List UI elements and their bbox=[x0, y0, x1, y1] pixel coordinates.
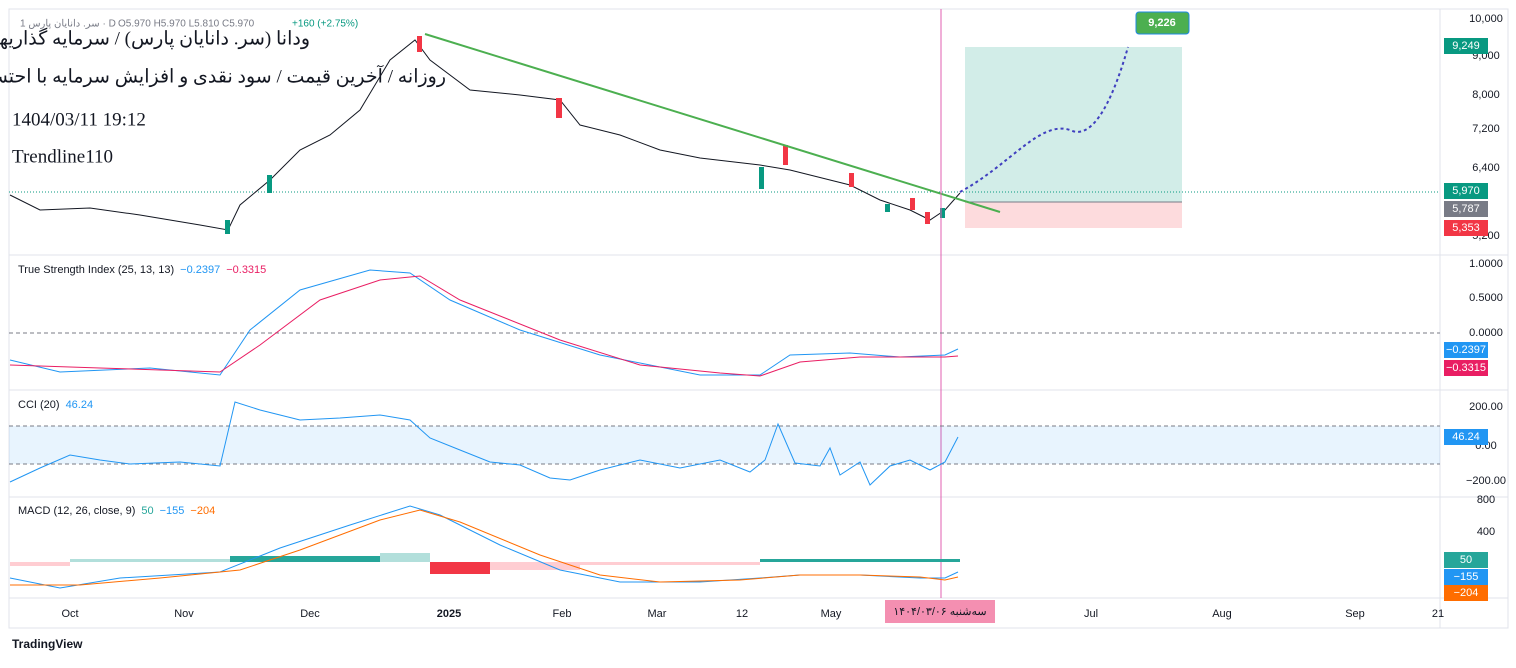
overlay-date: 1404/03/11 19:12 bbox=[12, 109, 146, 130]
pane-title: CCI (20) 46.24 bbox=[18, 399, 93, 411]
pane-separators bbox=[9, 9, 1508, 628]
target-zone bbox=[965, 47, 1182, 202]
axis-badge bbox=[1444, 183, 1488, 199]
axis-tick-label: 1.0000 bbox=[1469, 258, 1503, 270]
overlay-label: Trendline110 bbox=[12, 146, 113, 167]
axis-badge-label: 50 bbox=[1460, 554, 1472, 566]
pane-title: MACD (12, 26, close, 9) 50 −155 −204 bbox=[18, 505, 215, 517]
pane-value: 50 bbox=[141, 505, 153, 517]
axis-tick-label: 200.00 bbox=[1469, 401, 1503, 413]
change: +160 (+2.75%) bbox=[292, 19, 358, 30]
time-label: 12 bbox=[736, 608, 748, 620]
cursor-date: سه‌شنبه ۱۴۰۴/۰۳/۰۶ bbox=[893, 606, 986, 618]
time-label: Feb bbox=[553, 608, 572, 620]
pane-title-text: CCI (20) bbox=[18, 399, 60, 411]
axis-tick-label: 6,400 bbox=[1472, 162, 1500, 174]
pane-value: −0.2397 bbox=[180, 264, 220, 276]
axis-badge bbox=[1444, 552, 1488, 568]
axis-tick-label: 800 bbox=[1477, 494, 1495, 506]
tsi-signal bbox=[9, 275, 959, 377]
macd-signal bbox=[10, 509, 959, 586]
time-label: Sep bbox=[1345, 608, 1365, 620]
axis-badge-label: −155 bbox=[1454, 571, 1479, 583]
axis-tick-label: 10,000 bbox=[1469, 13, 1503, 25]
axis-badge-label: −0.2397 bbox=[1446, 344, 1486, 356]
axis-badge-label: −204 bbox=[1454, 587, 1479, 599]
time-label: Mar bbox=[648, 608, 667, 620]
axis-badge bbox=[1444, 201, 1488, 217]
axis-badge-label: 5,787 bbox=[1452, 203, 1480, 215]
cci-band bbox=[9, 426, 1440, 464]
pane-value: −155 bbox=[160, 505, 185, 517]
time-label: Aug bbox=[1212, 608, 1232, 620]
pane-value: 46.24 bbox=[66, 399, 94, 411]
axis-tick-label: 0.5000 bbox=[1469, 292, 1503, 304]
stop-zone bbox=[965, 202, 1182, 228]
target-callout bbox=[1135, 11, 1190, 35]
axis-badge bbox=[1444, 569, 1488, 585]
cci-line bbox=[9, 401, 959, 486]
axis-badge-label: 9,249 bbox=[1452, 40, 1480, 52]
axis-tick-label: 8,000 bbox=[1472, 89, 1500, 101]
axis-badge-label: 5,353 bbox=[1452, 222, 1480, 234]
axis-tick-label: 0.0000 bbox=[1469, 327, 1503, 339]
ohlc: O5.970 H5.970 L5.810 C5.970 bbox=[118, 19, 255, 30]
price-series bbox=[9, 39, 961, 231]
time-label: Dec bbox=[300, 608, 320, 620]
pane-value: −204 bbox=[190, 505, 215, 517]
pane-title-text: True Strength Index (25, 13, 13) bbox=[18, 264, 174, 276]
tsi-line bbox=[9, 269, 959, 376]
macd-histogram bbox=[10, 553, 960, 574]
target-label: 9,226 bbox=[1148, 17, 1176, 29]
generated-labels: 10,0009,0008,0007,2006,4005,2001.00000.5… bbox=[18, 13, 1506, 620]
time-label: 21 bbox=[1432, 608, 1444, 620]
time-label: Oct bbox=[61, 608, 78, 620]
time-label: 2025 bbox=[437, 608, 461, 620]
symbol: سر. دانایان پارس 1 · D bbox=[20, 19, 116, 30]
axis-badge bbox=[1444, 220, 1488, 236]
axis-badge bbox=[1444, 585, 1488, 601]
trendline bbox=[424, 33, 1001, 213]
time-label: May bbox=[821, 608, 842, 620]
candles bbox=[225, 36, 945, 234]
pane-title: True Strength Index (25, 13, 13) −0.2397−… bbox=[18, 264, 266, 276]
time-label: Nov bbox=[174, 608, 194, 620]
frame bbox=[8, 8, 1509, 629]
axis-badge-label: 5,970 bbox=[1452, 185, 1480, 197]
axis-badge bbox=[1444, 360, 1488, 376]
axis-badge-label: 46.24 bbox=[1452, 431, 1480, 443]
overlay-title: ودانا (سر. دانایان پارس) / سرمایه گذاریه… bbox=[0, 26, 310, 49]
overlay-subtitle: روزانه / آخرین قیمت / سود نقدی و افزایش … bbox=[0, 64, 446, 87]
footer-logo: TradingView bbox=[12, 637, 83, 651]
axis-tick-label: −200.00 bbox=[1466, 475, 1506, 487]
time-label: Jul bbox=[1084, 608, 1098, 620]
projection-path bbox=[959, 46, 1129, 193]
axis-badge bbox=[1444, 38, 1488, 54]
pane-value: −0.3315 bbox=[226, 264, 266, 276]
cursor-date-box bbox=[885, 600, 995, 623]
axis-tick-label: 7,200 bbox=[1472, 123, 1500, 135]
axis-badge bbox=[1444, 429, 1488, 445]
axis-badge bbox=[1444, 342, 1488, 358]
axis-badge-label: −0.3315 bbox=[1446, 362, 1486, 374]
pane-title-text: MACD (12, 26, close, 9) bbox=[18, 505, 135, 517]
axis-tick-label: 400 bbox=[1477, 526, 1495, 538]
macd-line bbox=[9, 505, 959, 589]
